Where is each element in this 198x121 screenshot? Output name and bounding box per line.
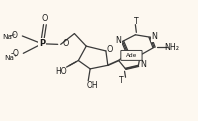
Text: -O: -O xyxy=(10,31,19,40)
Text: Na⁺: Na⁺ xyxy=(3,34,16,40)
Text: N: N xyxy=(116,36,122,45)
Text: O: O xyxy=(62,39,69,48)
Text: -O: -O xyxy=(11,49,20,58)
Text: NH₂: NH₂ xyxy=(164,43,179,52)
Text: OH: OH xyxy=(86,81,98,90)
Text: Na⁺: Na⁺ xyxy=(5,54,18,60)
Text: T: T xyxy=(119,76,124,85)
Text: N: N xyxy=(151,32,157,41)
Text: P: P xyxy=(39,39,45,48)
Text: O: O xyxy=(107,45,113,54)
Text: N: N xyxy=(140,60,146,69)
Text: T: T xyxy=(134,17,139,26)
Text: O: O xyxy=(42,14,48,23)
FancyBboxPatch shape xyxy=(121,50,142,60)
Text: HO: HO xyxy=(55,67,67,76)
Text: Ade: Ade xyxy=(126,53,137,58)
